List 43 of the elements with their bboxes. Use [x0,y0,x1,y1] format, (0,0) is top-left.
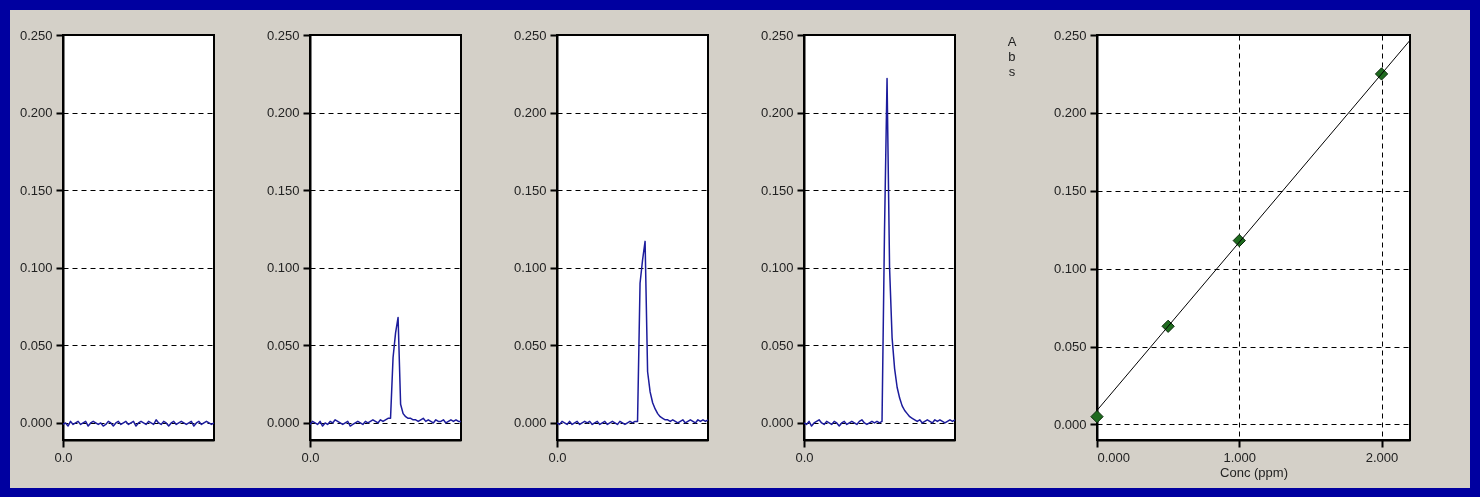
y-tick-label: 0.050 [1053,339,1087,355]
y-tick-label: 0.050 [266,337,300,353]
y-tick-label: 0.200 [513,105,547,121]
line-series [310,316,461,427]
y-tick-label: 0.250 [1053,27,1087,43]
x-tick-label: 0.0 [301,449,320,465]
y-tick-label: 0.200 [1053,105,1087,121]
x-tick-label: 2.000 [1365,449,1399,465]
x-axis-title: Conc (ppm) [1220,464,1288,480]
y-tick-label: 0.250 [513,27,547,43]
y-tick-label: 0.150 [19,182,53,198]
y-tick-label: 0.250 [760,27,794,43]
x-tick-label: 1.000 [1223,449,1257,465]
y-tick-label: 0.150 [1053,183,1087,199]
line-series [557,240,708,426]
y-tick-label: 0.100 [1053,261,1087,277]
x-tick-label: 0.0 [795,449,814,465]
y-tick-label: 0.150 [513,182,547,198]
y-tick-label: 0.200 [266,105,300,121]
x-tick-label: 0.000 [1097,449,1131,465]
y-tick-label: 0.000 [1053,416,1087,432]
y-tick-label: 0.100 [760,260,794,276]
y-tick-label: 0.000 [266,415,300,431]
y-tick-label: 0.250 [19,27,53,43]
x-tick-label: 0.0 [54,449,73,465]
y-tick-label: 0.000 [760,415,794,431]
y-tick-label: 0.050 [19,337,53,353]
y-tick-label: 0.050 [760,337,794,353]
line-series [63,419,214,427]
y-tick-label: 0.200 [19,105,53,121]
y-tick-label: 0.000 [513,415,547,431]
line-series [804,77,955,427]
y-tick-label: 0.050 [513,337,547,353]
y-tick-label: 0.100 [513,260,547,276]
y-tick-label: 0.100 [266,260,300,276]
y-tick-label: 0.150 [266,182,300,198]
y-tick-label: 0.000 [19,415,53,431]
y-tick-label: 0.100 [19,260,53,276]
x-tick-label: 0.0 [548,449,567,465]
y-tick-label: 0.200 [760,105,794,121]
y-axis-title: Abs [1007,33,1017,79]
y-tick-label: 0.250 [266,27,300,43]
y-tick-label: 0.150 [760,182,794,198]
